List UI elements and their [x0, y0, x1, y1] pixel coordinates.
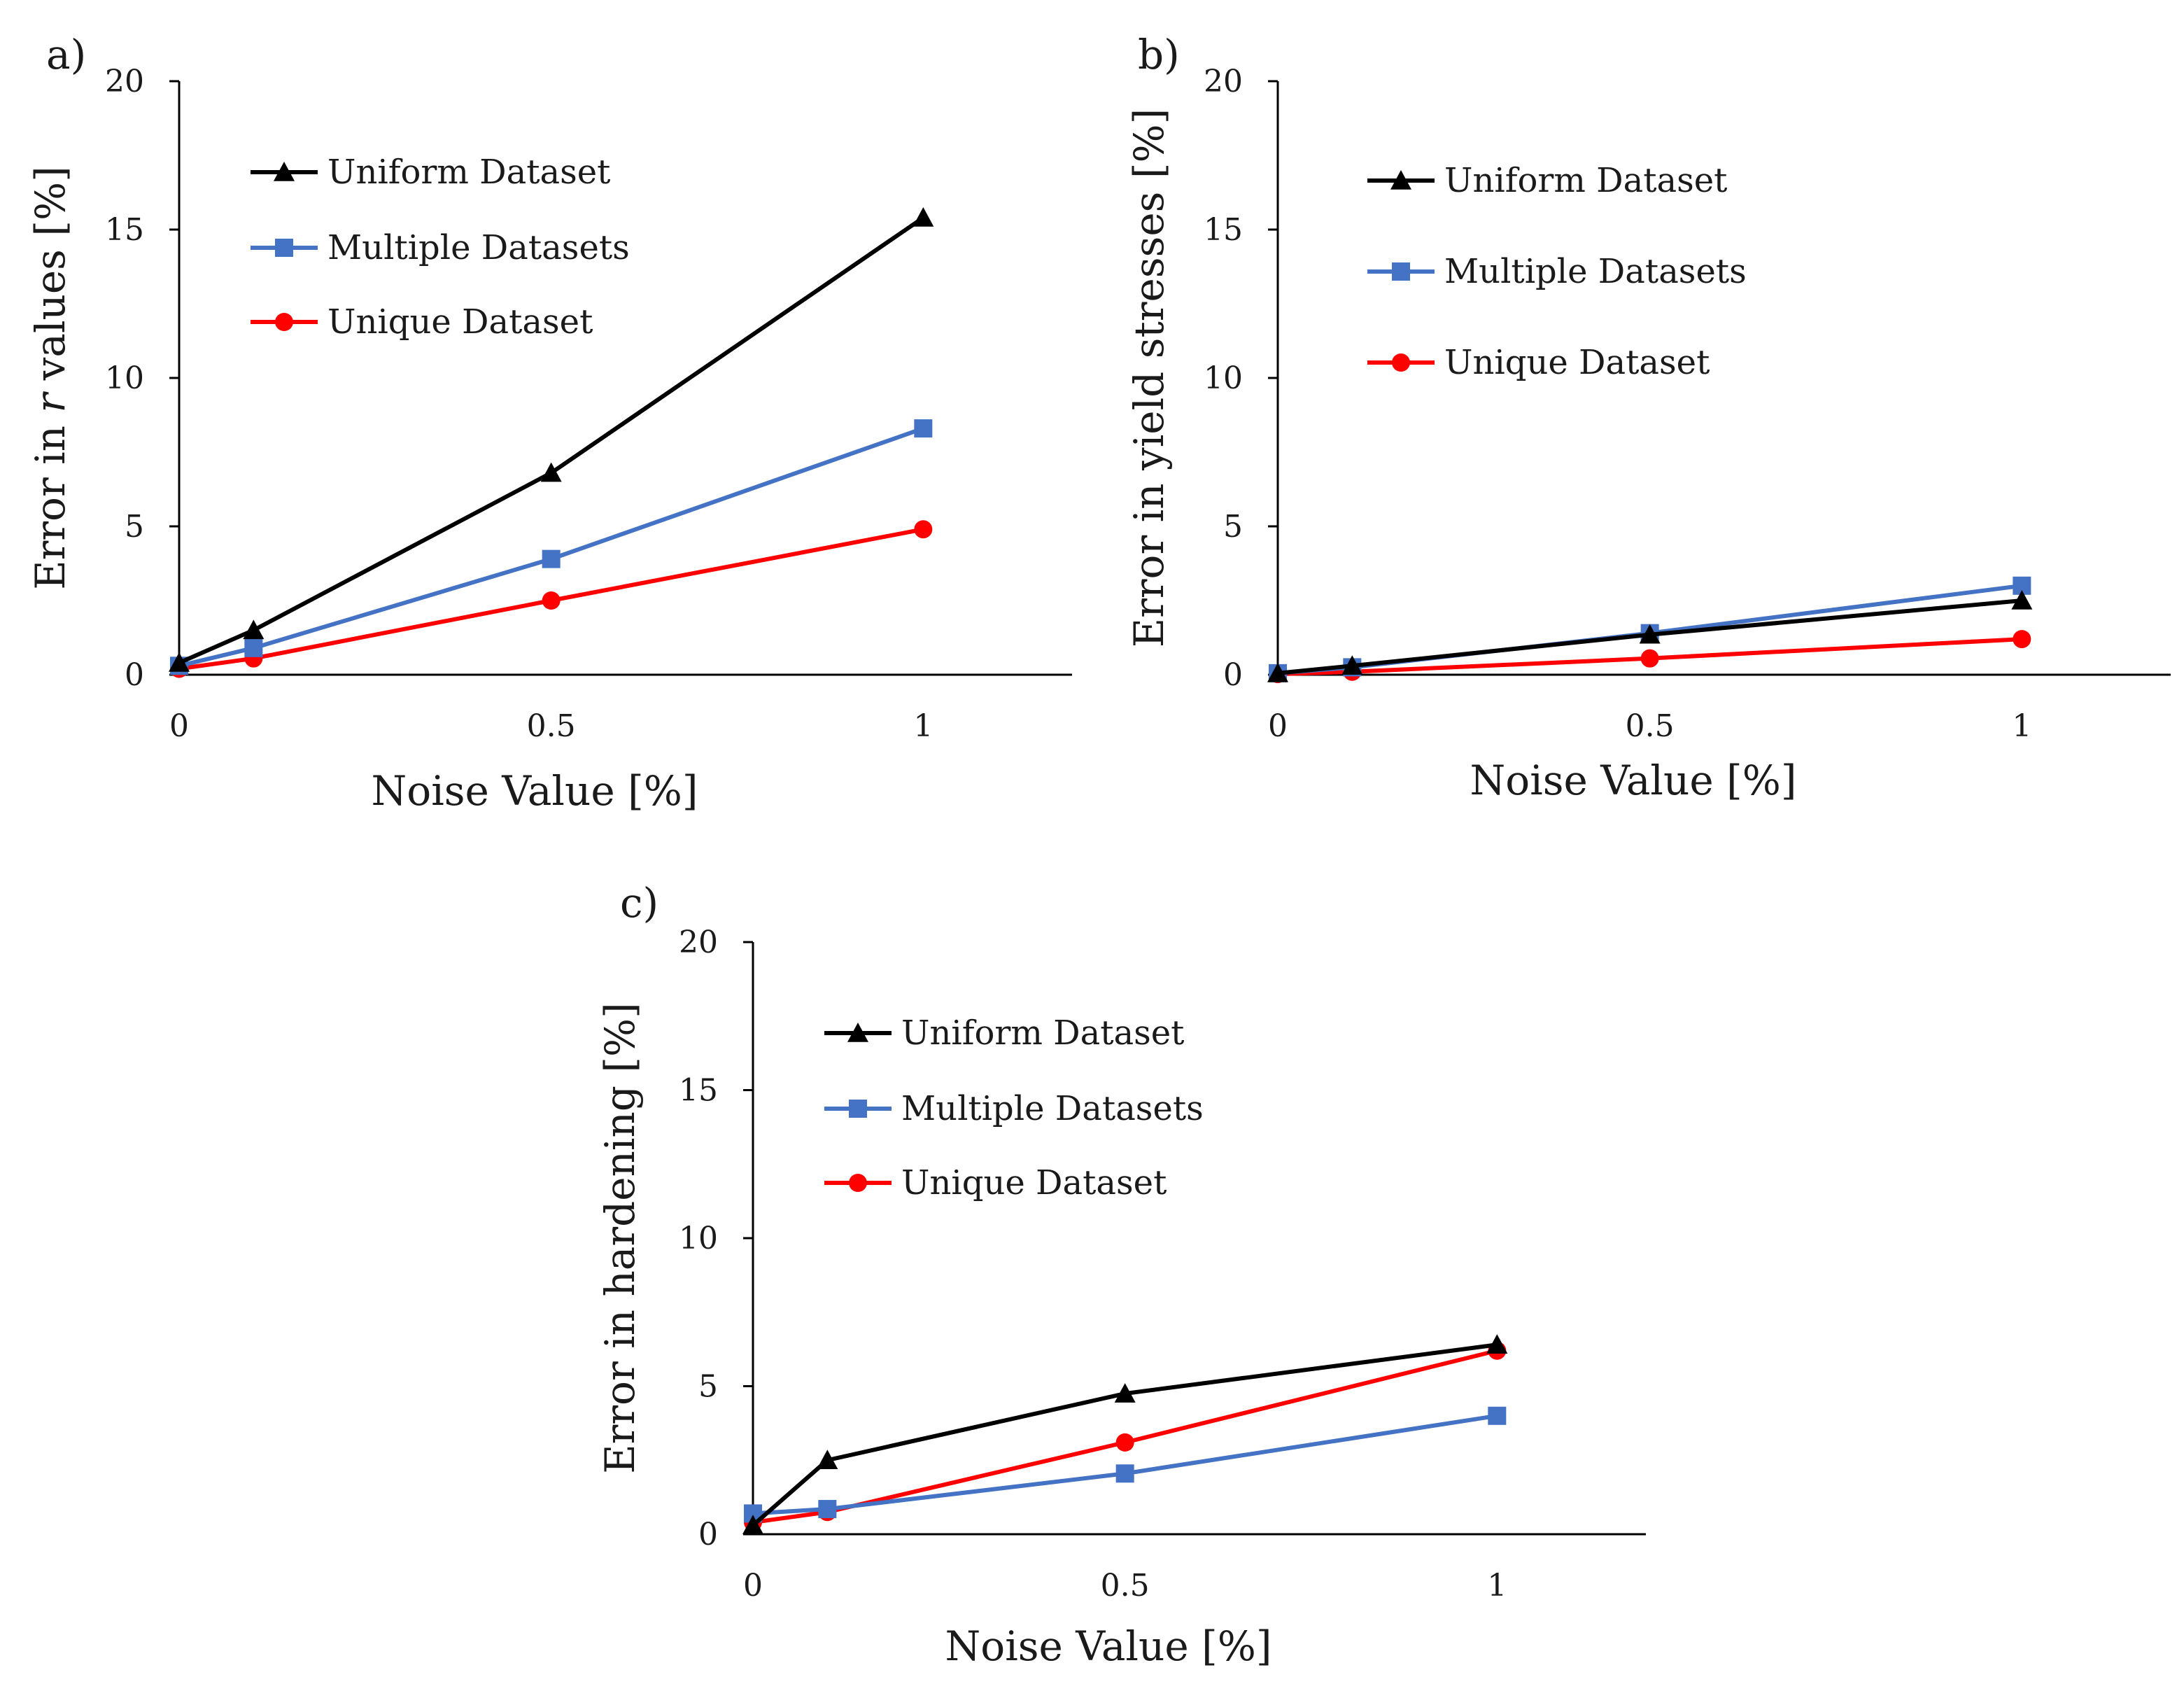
y-axis-title: Error in yield stresses [%]	[1125, 108, 1173, 648]
panel-label: a)	[46, 31, 86, 78]
x-tick-label: 0.5	[527, 708, 576, 744]
y-tick-label: 0	[125, 657, 144, 693]
legend-label: Unique Dataset	[901, 1163, 1167, 1202]
series-line-uniform-dataset	[178, 216, 925, 665]
legend-marker	[1392, 262, 1410, 281]
y-tick-label: 20	[679, 925, 718, 960]
series-line-multiple-datasets	[178, 426, 924, 668]
legend-label: Multiple Datasets	[327, 228, 630, 267]
legend-marker	[274, 162, 295, 181]
y-axis-title: Error in r values [%]	[27, 166, 74, 590]
x-tick-label: 0.5	[1626, 708, 1675, 744]
data-point	[817, 1450, 838, 1469]
series-line-multiple-datasets	[752, 1413, 1498, 1516]
data-point	[244, 638, 263, 657]
data-point	[1488, 1406, 1507, 1425]
chart-panel-b: b) 0 5 10 15 20 0 0.5 1 Noise Value [%] Error in y…	[1125, 31, 2171, 804]
legend-marker	[275, 313, 293, 331]
legend-label: Unique Dataset	[327, 302, 593, 342]
data-point	[818, 1500, 837, 1519]
legend-label: Multiple Datasets	[1444, 252, 1747, 291]
x-axis-title: Noise Value [%]	[1470, 757, 1797, 804]
y-tick-label: 15	[679, 1073, 718, 1109]
data-point	[540, 462, 562, 482]
chart-panel-a: a) 0 5 10 15 20 0 0.5 1 Noise Value [%] Error in r…	[27, 31, 1072, 815]
series-line-unique-dataset	[752, 1348, 1498, 1525]
x-tick-label: 1	[1487, 1568, 1507, 1604]
y-tick-label: 0	[1223, 657, 1243, 693]
legend-marker	[849, 1174, 867, 1192]
legend-label: Uniform Dataset	[327, 153, 610, 192]
legend-marker	[849, 1100, 867, 1118]
data-point	[542, 591, 561, 610]
x-tick-label: 1	[913, 708, 933, 744]
legend-label: Uniform Dataset	[901, 1013, 1184, 1053]
x-tick-label: 0	[1268, 708, 1288, 744]
x-axis-title: Noise Value [%]	[372, 767, 698, 815]
y-tick-label: 20	[105, 64, 144, 99]
y-tick-label: 10	[105, 360, 144, 396]
data-point	[243, 619, 265, 640]
y-axis-title-part: values [%]	[27, 166, 74, 393]
data-point	[742, 1515, 763, 1535]
legend-marker	[1390, 170, 1411, 190]
data-point	[914, 520, 933, 539]
series-line-unique-dataset	[1277, 637, 2022, 677]
y-tick-label: 5	[1223, 509, 1243, 545]
y-tick-label: 15	[105, 212, 144, 248]
data-point	[2013, 630, 2031, 649]
x-tick-label: 0.5	[1101, 1568, 1150, 1604]
legend-marker	[847, 1023, 868, 1042]
legend-marker	[1392, 353, 1410, 372]
y-axis-title-part: Error in hardening [%]	[596, 1002, 644, 1474]
data-point	[1115, 1433, 1134, 1452]
y-axis-title: Error in hardening [%]	[596, 1002, 644, 1474]
legend-label: Uniform Dataset	[1444, 161, 1727, 200]
data-point	[1486, 1334, 1508, 1354]
y-axis-title-part: r	[27, 391, 74, 413]
series-line-unique-dataset	[178, 527, 924, 671]
data-point	[1114, 1383, 1136, 1403]
y-tick-label: 0	[698, 1517, 718, 1552]
y-tick-label: 20	[1204, 64, 1243, 99]
data-point	[169, 652, 190, 672]
panel-label: b)	[1138, 31, 1180, 78]
y-tick-label: 10	[1204, 360, 1243, 396]
x-axis-title: Noise Value [%]	[945, 1622, 1272, 1670]
data-point	[1341, 655, 1363, 675]
data-point	[1267, 662, 1288, 682]
chart-panel-c: c) 0 5 10 15 20 0 0.5 1 Noise Value [%] Error in h…	[596, 879, 1646, 1670]
data-point	[1640, 649, 1659, 668]
panel-label: c)	[620, 879, 658, 927]
data-point	[914, 419, 933, 438]
series-line-uniform-dataset	[752, 1342, 1498, 1527]
y-tick-label: 5	[698, 1369, 718, 1405]
y-tick-label: 15	[1204, 212, 1243, 248]
legend-label: Unique Dataset	[1444, 343, 1710, 382]
y-axis-title-part: Error in yield stresses [%]	[1125, 108, 1173, 648]
y-tick-label: 5	[125, 509, 144, 545]
y-tick-label: 10	[679, 1221, 718, 1256]
legend-label: Multiple Datasets	[901, 1089, 1204, 1128]
data-point	[2011, 590, 2033, 610]
x-tick-label: 1	[2012, 708, 2031, 744]
x-tick-label: 0	[743, 1568, 763, 1604]
x-tick-label: 0	[169, 708, 189, 744]
data-point	[1115, 1464, 1134, 1483]
data-point	[913, 207, 934, 227]
data-point	[1639, 624, 1661, 644]
series-line-uniform-dataset	[1277, 598, 2022, 675]
legend-marker	[275, 239, 293, 257]
data-point	[542, 549, 561, 568]
y-axis-title-part: Error in	[27, 413, 74, 590]
